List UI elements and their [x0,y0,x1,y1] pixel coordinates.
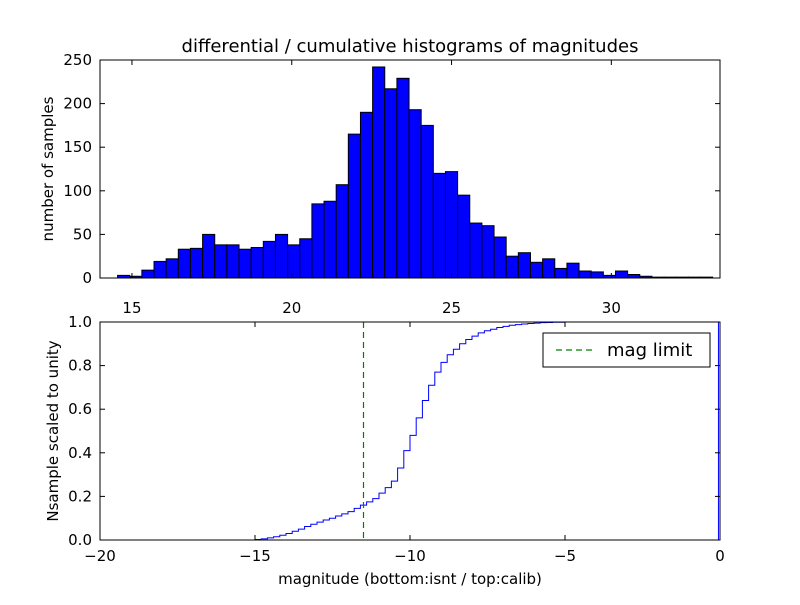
x-tick-label: 20 [282,299,301,317]
cumulative-x-ticks: −20 −15 −10 −5 0 [84,322,725,565]
x-tick-label: −10 [394,547,426,565]
histogram-bar [250,246,264,279]
histogram-bar [335,184,349,279]
histogram-bar [177,248,191,279]
x-tick-label: −15 [239,547,271,565]
cumulative-step-line [146,321,719,541]
histogram-bar [153,260,167,279]
histogram-bar [165,258,179,279]
legend-mag-limit-label: mag limit [607,340,692,361]
histogram-panel: 15 20 25 30 0 50 100 150 200 250 differential / … [39,36,721,317]
x-axis-label: magnitude (bottom:isnt / top:calib) [278,570,542,588]
x-tick-label: −20 [84,547,116,565]
histogram-bar [554,267,568,279]
histogram-bar [214,244,228,279]
histogram-bar [347,133,361,279]
y-tick-label: 100 [63,182,92,200]
histogram-bar [287,244,301,279]
histogram-bar [493,236,507,279]
y-tick-label: 0 [82,269,92,287]
histogram-bar [457,194,471,279]
y-tick-label: 0.0 [68,531,92,549]
x-tick-label: 0 [715,547,725,565]
histogram-bar [590,271,604,279]
histogram-bar [444,171,459,279]
histogram-bar [274,233,289,279]
histogram-bar [505,255,519,279]
histogram-bar [262,240,276,279]
histogram-bar [614,270,629,279]
y-tick-label: 1.0 [68,313,92,331]
y-tick-label: 250 [63,51,92,69]
histogram-bar [226,244,240,279]
histogram-bar [517,252,531,279]
histogram-bar [141,269,155,279]
histogram-bar [311,203,325,279]
chart-title: differential / cumulative histograms of … [182,36,639,57]
x-tick-label: 15 [122,299,141,317]
cumulative-y-axis-label: Nsample scaled to unity [44,340,62,521]
histogram-bar [432,172,446,279]
histogram-bar [323,200,337,279]
y-tick-label: 50 [73,225,92,243]
cumulative-y-ticks: 0.0 0.2 0.4 0.6 0.8 1.0 [68,313,720,549]
histogram-bar [384,88,398,279]
histogram-bar [481,225,495,279]
y-tick-label: 0.4 [68,444,92,462]
histogram-x-ticks: 15 20 25 30 [122,60,621,317]
y-tick-label: 0.8 [68,357,92,375]
histogram-bar [542,258,556,279]
x-tick-label: 30 [602,299,621,317]
x-tick-label: 25 [442,299,461,317]
histogram-bar [420,124,434,279]
y-tick-label: 0.2 [68,487,92,505]
histogram-bar [627,274,641,279]
histogram-bar [202,233,216,279]
y-tick-label: 200 [63,95,92,113]
x-tick-label: −5 [554,547,576,565]
cumulative-panel: −20 −15 −10 −5 0 0.0 0.2 0.4 0.6 0.8 1.0 magnitud… [44,313,725,588]
histogram-bar [408,109,422,279]
y-tick-label: 0.6 [68,400,92,418]
histogram-bar [189,247,204,279]
histogram-bar [396,77,410,279]
y-tick-label: 150 [63,138,92,156]
histogram-bar [529,261,544,279]
histogram-y-axis-label: number of samples [39,96,57,241]
histogram-y-ticks: 0 50 100 150 200 250 [63,51,720,287]
histogram-bar [372,66,386,279]
histogram-bar [578,270,592,279]
histogram-bar [299,238,313,279]
histogram-bar [359,111,374,279]
histogram-bar [469,222,483,279]
histogram-bar [566,262,580,279]
legend: mag limit [542,332,711,368]
histogram-bar [238,248,252,279]
histogram-axes-frame [99,59,721,279]
